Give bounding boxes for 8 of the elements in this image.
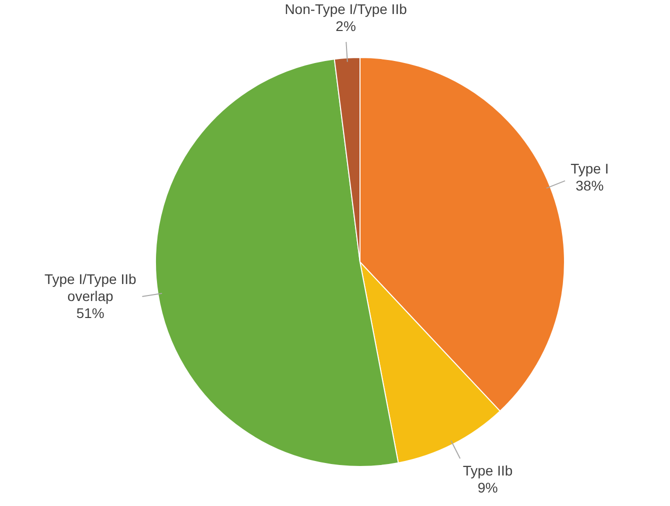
slice-label: Type I/Type IIb overlap [44, 270, 136, 304]
slice-label: Non-Type I/Type IIb [284, 0, 408, 17]
data-label: 51% [76, 304, 104, 321]
data-label: 38% [576, 177, 604, 194]
data-label: 2% [336, 18, 356, 34]
data-label: 9% [478, 480, 498, 496]
slice-label: Type I [570, 160, 609, 176]
slice-label: Type IIb [462, 462, 513, 479]
